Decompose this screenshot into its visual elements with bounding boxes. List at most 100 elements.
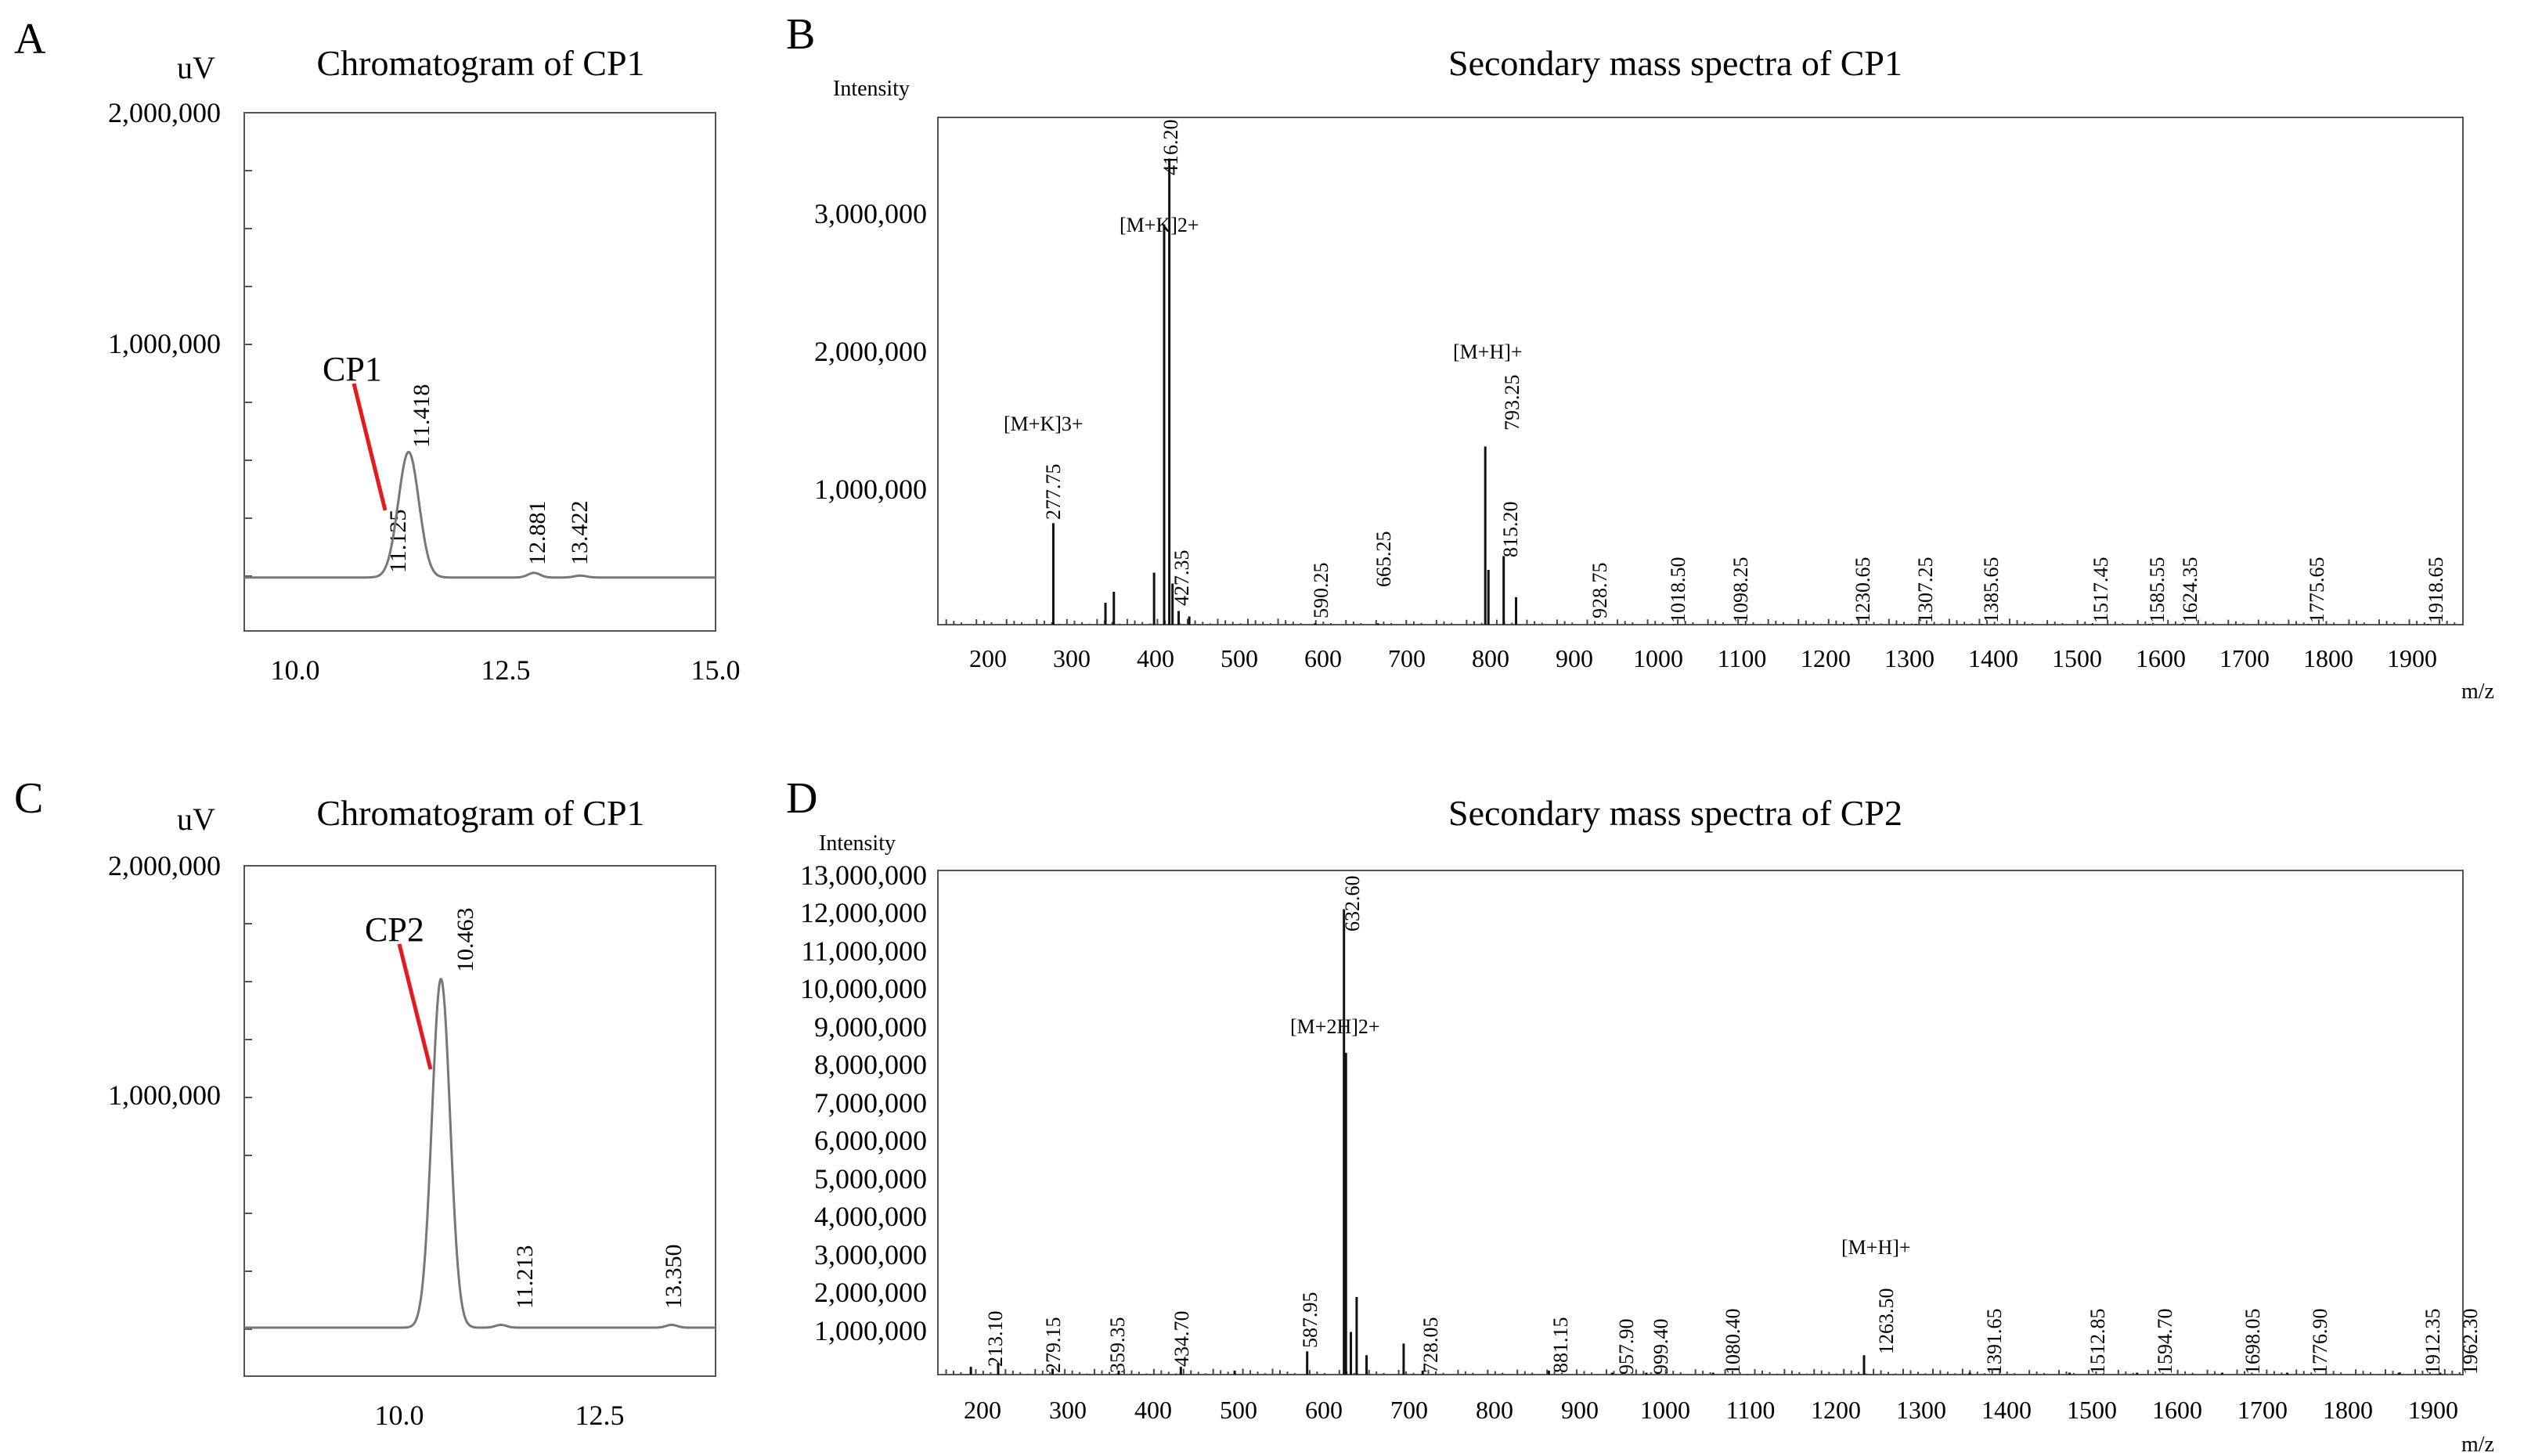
- y-tick-label: 2,000,000: [108, 850, 221, 881]
- y-tick-label: 12,000,000: [800, 897, 927, 928]
- chromatogram-trace: [244, 978, 716, 1329]
- peak-label: 277.75: [1042, 464, 1065, 521]
- y-unit-c: uV: [177, 802, 215, 837]
- x-tick-label: 700: [1388, 644, 1426, 672]
- x-tick-label: 15.0: [691, 654, 741, 686]
- peak-label: 1307.25: [1914, 557, 1937, 624]
- x-ticks-b: 200 300 400 500 600 700 800 900 1000 110…: [969, 644, 2437, 672]
- y-tick-label: 10,000,000: [800, 973, 927, 1004]
- x-tick-label: 1600: [2136, 644, 2186, 672]
- peak-label: 434.70: [1170, 1311, 1193, 1368]
- peak-label: 728.05: [1419, 1317, 1442, 1374]
- x-tick-label: 1200: [1811, 1396, 1861, 1424]
- peak-label: 13.350: [661, 1245, 687, 1310]
- ion-label: [M+2H]2+: [1290, 1015, 1380, 1038]
- chromatogram-trace: [244, 450, 716, 579]
- peak-label: 881.15: [1549, 1317, 1572, 1374]
- peak-labels-d: 632.60 213.10 279.15 359.35 434.70 587.9…: [984, 876, 2482, 1375]
- y-tick-label: 7,000,000: [814, 1087, 927, 1119]
- peak-labels-b: 416.20 793.25 277.75 815.20 427.35 590.2…: [1042, 120, 2447, 624]
- x-tick-label: 1900: [2387, 644, 2437, 672]
- peak-label: 815.20: [1499, 502, 1522, 558]
- ion-label: [M+K]2+: [1120, 214, 1199, 236]
- peak-label: 11.418: [409, 384, 434, 448]
- panel-letter-d: D: [786, 774, 817, 823]
- x-tick-label: 300: [1049, 1396, 1087, 1424]
- peak-label: 1594.70: [2154, 1309, 2176, 1375]
- peak-label: 928.75: [1588, 563, 1611, 619]
- y-unit-b: Intensity: [833, 77, 910, 101]
- x-tick-label: 10.0: [375, 1400, 424, 1431]
- compound-pointer-c: [397, 943, 433, 1070]
- compound-pointer-a: [352, 383, 388, 511]
- panel-letter-a: A: [14, 15, 46, 63]
- axes-frame-b: [937, 117, 2464, 625]
- peak-label: 11.213: [512, 1245, 538, 1309]
- x-tick-label: 1100: [1726, 1396, 1776, 1424]
- peak-label: 1098.25: [1729, 557, 1752, 624]
- y-tick-label: 2,000,000: [814, 1277, 927, 1308]
- ion-label: [M+H]+: [1841, 1236, 1911, 1259]
- x-tick-label: 1800: [2323, 1396, 2373, 1424]
- x-unit-d: m/z: [2461, 1433, 2494, 1456]
- axes-frame-a: [243, 112, 716, 632]
- y-tick-label: 4,000,000: [814, 1201, 927, 1232]
- x-tick-label: 10.0: [271, 654, 320, 686]
- x-tick-label: 1200: [1801, 644, 1851, 672]
- y-tick-label: 9,000,000: [814, 1011, 927, 1043]
- y-unit-d: Intensity: [819, 831, 896, 856]
- panel-letter-c: C: [14, 774, 43, 823]
- y-tick-label: 1,000,000: [108, 1079, 221, 1111]
- peak-label: 1775.65: [2306, 557, 2328, 624]
- x-tick-label: 900: [1556, 644, 1593, 672]
- x-tick-label: 1700: [2219, 644, 2270, 672]
- peak-label: 1018.50: [1667, 557, 1689, 624]
- x-tick-label: 1000: [1640, 1396, 1690, 1424]
- peak-label: 1698.05: [2241, 1309, 2264, 1375]
- peak-label: 590.25: [1310, 563, 1332, 619]
- x-tick-label: 1500: [2052, 644, 2102, 672]
- y-ticks-d: 13,000,000 12,000,000 11,000,000 10,000,…: [800, 860, 927, 1346]
- y-tick-label: 1,000,000: [814, 474, 927, 505]
- y-tick-label: 1,000,000: [108, 328, 221, 359]
- y-unit-a: uV: [177, 50, 215, 85]
- x-tick-label: 1400: [1968, 644, 2018, 672]
- panel-letter-b: B: [786, 10, 815, 59]
- y-tick-label: 6,000,000: [814, 1125, 927, 1156]
- x-tick-label: 400: [1134, 1396, 1172, 1424]
- x-tick-label: 1100: [1718, 644, 1767, 672]
- x-tick-label: 1300: [1896, 1396, 1946, 1424]
- y-tick-label: 5,000,000: [814, 1163, 927, 1195]
- x-tick-label: 700: [1390, 1396, 1428, 1424]
- x-tick-label: 1600: [2152, 1396, 2202, 1424]
- y-tick-label: 13,000,000: [800, 860, 927, 891]
- y-tick-label: 3,000,000: [814, 1239, 927, 1270]
- x-tick-label: 1000: [1633, 644, 1683, 672]
- peak-label: 13.422: [567, 501, 593, 566]
- y-tick-label: 2,000,000: [108, 97, 221, 128]
- peak-label: 999.40: [1650, 1319, 1672, 1375]
- x-tick-label: 1400: [1981, 1396, 2032, 1424]
- peak-label: 1517.45: [2090, 557, 2112, 624]
- peak-label: 416.20: [1159, 120, 1182, 176]
- x-tick-label: 1900: [2408, 1396, 2458, 1424]
- x-tick-label: 1300: [1884, 644, 1934, 672]
- x-tick-label: 200: [969, 644, 1007, 672]
- peak-label: 1263.50: [1875, 1288, 1898, 1355]
- peak-label: 359.35: [1106, 1317, 1129, 1374]
- x-tick-label: 300: [1053, 644, 1091, 672]
- axes-frame-d: [937, 870, 2464, 1375]
- peak-label: 1585.55: [2146, 557, 2169, 624]
- chart-title-d: Secondary mass spectra of CP2: [1448, 793, 1902, 833]
- y-tick-label: 11,000,000: [801, 935, 927, 967]
- x-tick-label: 12.5: [575, 1400, 625, 1431]
- x-tick-label: 400: [1137, 644, 1174, 672]
- peak-label: 587.95: [1299, 1292, 1321, 1349]
- y-tick-label: 8,000,000: [814, 1049, 927, 1080]
- peak-label: 213.10: [984, 1311, 1007, 1368]
- peak-label: 793.25: [1501, 375, 1523, 431]
- peak-label: 1230.65: [1852, 557, 1874, 624]
- chart-title-a: Chromatogram of CP1: [316, 43, 644, 83]
- peak-label: 1776.90: [2309, 1309, 2331, 1375]
